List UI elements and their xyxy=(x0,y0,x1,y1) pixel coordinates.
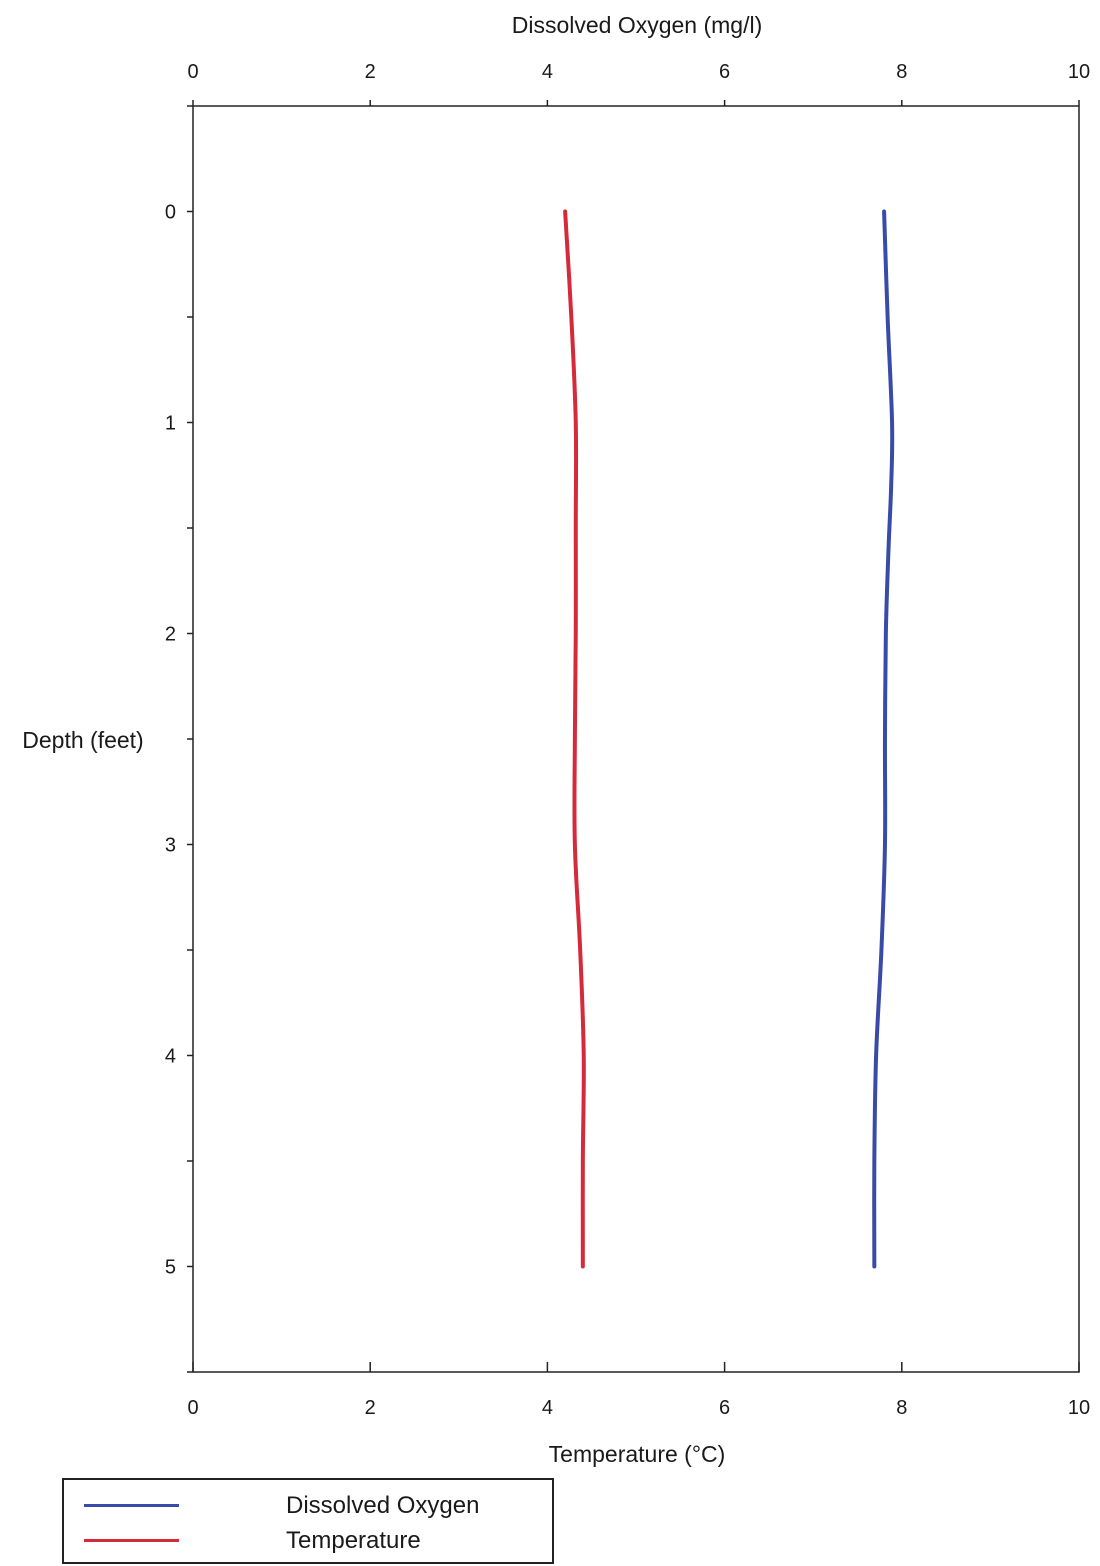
bottom-tick-label-1: 2 xyxy=(365,1397,376,1419)
top-tick-label-0: 0 xyxy=(187,61,198,83)
top-tick-label-3: 6 xyxy=(719,61,730,83)
top-tick-label-4: 8 xyxy=(896,61,907,83)
chart: 0 2 4 6 8 10 0 2 4 6 8 10 0 1 2 3 4 5 Dissolved Oxygen … xyxy=(22,12,1090,1467)
y-tick-label-4: 4 xyxy=(165,1046,176,1068)
y-tick-label-1: 1 xyxy=(165,413,176,435)
top-axis-title: Dissolved Oxygen (mg/l) xyxy=(512,12,763,38)
y-axis-title: Depth (feet) xyxy=(22,727,143,753)
series-line-temperature xyxy=(563,209,586,1269)
top-tick-label-5: 10 xyxy=(1068,61,1090,83)
legend-item-dissolved-oxygen: Dissolved Oxygen xyxy=(64,1488,552,1524)
y-tick-label-0: 0 xyxy=(165,202,176,224)
top-tick-label-2: 4 xyxy=(542,61,553,83)
series-lines xyxy=(563,209,895,1269)
legend-swatch-dissolved-oxygen xyxy=(84,1504,179,1507)
y-tick-label-3: 3 xyxy=(165,835,176,857)
bottom-axis-ticks: 0 2 4 6 8 10 xyxy=(187,1362,1090,1419)
legend-item-temperature: Temperature xyxy=(64,1523,552,1559)
y-axis-ticks: 0 1 2 3 4 5 xyxy=(165,105,193,1373)
legend: Dissolved Oxygen Temperature xyxy=(62,1478,554,1564)
legend-label-dissolved-oxygen: Dissolved Oxygen xyxy=(286,1492,480,1519)
y-tick-label-2: 2 xyxy=(165,624,176,646)
series-line-dissolved-oxygen xyxy=(872,209,895,1269)
bottom-axis-title: Temperature (°C) xyxy=(549,1441,726,1467)
top-tick-label-1: 2 xyxy=(365,61,376,83)
bottom-tick-label-2: 4 xyxy=(542,1397,553,1419)
bottom-tick-label-4: 8 xyxy=(896,1397,907,1419)
legend-swatch-temperature xyxy=(84,1539,179,1542)
y-tick-label-5: 5 xyxy=(165,1257,176,1279)
bottom-tick-label-0: 0 xyxy=(187,1397,198,1419)
bottom-tick-label-5: 10 xyxy=(1068,1397,1090,1419)
legend-label-temperature: Temperature xyxy=(286,1527,421,1554)
bottom-tick-label-3: 6 xyxy=(719,1397,730,1419)
top-axis-ticks: 0 2 4 6 8 10 xyxy=(187,61,1090,106)
plot-frame xyxy=(192,105,1080,1373)
